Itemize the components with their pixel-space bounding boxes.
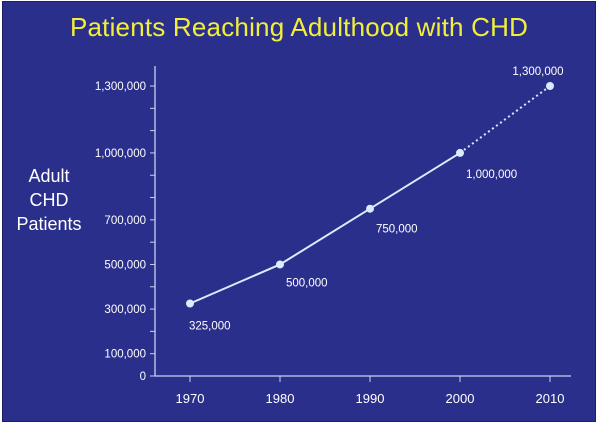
data-label: 1,300,000 [512,66,563,78]
x-tick-label: 2010 [536,391,565,406]
x-tick-label: 1980 [266,391,295,406]
data-label: 1,000,000 [466,169,517,181]
line-chart: 0 100,000 300,000 500,000 700,000 1,000,000 1,… [95,66,571,406]
chart-title: Patients Reaching Adulthood with CHD [69,12,529,42]
y-tick-label: 1,000,000 [95,148,146,160]
x-tick-label: 1990 [356,391,385,406]
data-point [456,148,464,157]
data-point [276,260,284,269]
data-point [546,82,554,90]
y-axis-label-line-3: Patients [16,214,82,234]
slide: Patients Reaching Adulthood with CHD Adu… [3,2,595,421]
data-point [186,299,194,308]
data-point [366,204,374,213]
y-tick-label: 300,000 [104,304,146,316]
x-tick-label: 1970 [176,391,205,406]
y-axis-label-line-1: Adult [28,166,70,186]
y-tick-label: 1,300,000 [95,81,146,93]
y-tick-label: 0 [140,371,146,383]
data-label: 750,000 [376,224,418,236]
y-axis-label-line-2: CHD [29,190,69,210]
x-tick-label: 2000 [446,391,475,406]
series-line-projected [459,85,551,154]
y-tick-label: 700,000 [104,215,146,227]
y-axis-label: Adult CHD Patients [9,164,89,236]
y-tick-label: 100,000 [104,349,146,361]
series-line-solid [189,152,461,305]
y-tick-label: 500,000 [104,259,146,271]
data-label: 500,000 [286,277,328,289]
data-label: 325,000 [189,321,231,333]
